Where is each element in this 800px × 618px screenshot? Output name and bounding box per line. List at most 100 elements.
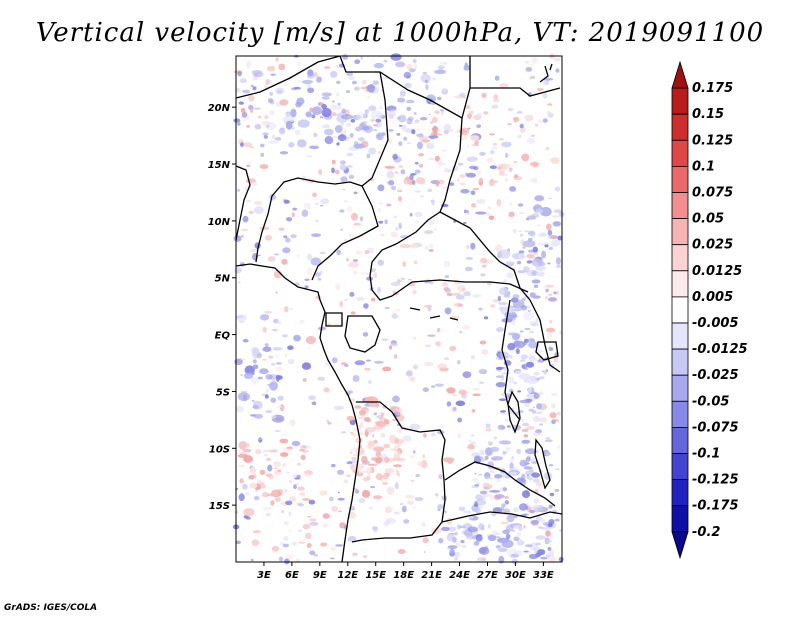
field-cell <box>383 443 390 449</box>
field-cell <box>421 460 428 469</box>
y-tick-label: 15S <box>209 501 230 512</box>
field-cell <box>317 277 322 281</box>
field-cell <box>377 286 381 294</box>
field-cell <box>239 478 244 484</box>
field-cell <box>310 257 322 266</box>
field-cell <box>245 199 251 203</box>
field-cell <box>499 138 504 141</box>
field-cell <box>518 373 531 380</box>
field-cell <box>424 361 434 367</box>
field-cell <box>519 459 528 467</box>
field-cell <box>491 456 504 461</box>
field-cell <box>464 266 473 272</box>
field-cell <box>258 437 263 443</box>
field-cell <box>463 221 467 224</box>
field-cell <box>496 544 505 551</box>
field-cell <box>481 264 487 268</box>
field-cell <box>536 271 545 277</box>
field-cell <box>399 503 404 505</box>
field-cell <box>278 128 286 136</box>
field-cell <box>493 94 499 100</box>
field-cell <box>392 153 398 160</box>
field-cell <box>416 141 423 150</box>
field-cell <box>483 111 488 115</box>
field-cell <box>326 419 330 423</box>
field-cell <box>378 220 384 224</box>
field-cell <box>282 447 291 453</box>
field-cell <box>286 217 293 222</box>
field-cell <box>520 233 524 237</box>
field-cell <box>519 123 524 129</box>
field-cell <box>511 350 515 353</box>
field-cell <box>320 198 330 205</box>
field-cell <box>521 153 530 162</box>
field-cell <box>309 145 319 150</box>
field-cell <box>443 88 448 92</box>
field-cell <box>279 438 289 444</box>
colorbar-swatch <box>671 139 689 167</box>
field-cell <box>260 152 265 157</box>
field-cell <box>443 62 448 65</box>
field-cell <box>373 527 378 533</box>
field-cell <box>235 540 241 545</box>
field-cell <box>498 301 508 306</box>
field-cell <box>524 114 534 122</box>
field-cell <box>252 530 261 534</box>
field-cell <box>543 472 553 480</box>
field-cell <box>538 376 545 380</box>
field-cell <box>394 406 403 416</box>
field-cell <box>524 230 530 233</box>
field-cell <box>330 557 335 560</box>
field-cell <box>382 77 390 80</box>
field-cell <box>370 118 376 122</box>
field-cell <box>264 114 269 120</box>
field-cell <box>389 345 393 350</box>
field-cell <box>547 262 551 265</box>
field-cell <box>471 477 479 482</box>
field-cell <box>470 355 476 359</box>
field-cell <box>270 397 277 403</box>
colorbar-swatch <box>671 218 689 246</box>
field-cell <box>501 141 512 148</box>
field-cell <box>478 473 483 476</box>
field-cell <box>283 199 290 204</box>
field-cell <box>456 541 460 547</box>
field-cell <box>372 80 379 85</box>
field-cell <box>503 294 511 298</box>
field-cell <box>441 526 450 532</box>
field-cell <box>350 119 355 123</box>
field-cell <box>277 321 281 325</box>
field-cell <box>348 264 351 268</box>
field-cell <box>411 129 416 135</box>
field-cell <box>306 74 315 79</box>
field-cell <box>424 246 429 251</box>
field-cell <box>396 133 401 136</box>
field-cell <box>500 521 509 525</box>
field-cell <box>539 391 544 395</box>
field-cell <box>538 233 547 237</box>
field-cell <box>400 169 406 175</box>
field-cell <box>384 307 390 309</box>
field-cell <box>521 490 531 498</box>
field-cell <box>301 79 314 85</box>
y-tick-label: 5S <box>216 387 230 398</box>
field-cell <box>547 235 560 240</box>
field-cell <box>344 298 349 302</box>
colorbar-swatch <box>671 531 689 560</box>
field-cell <box>472 143 476 147</box>
field-cell <box>365 444 376 450</box>
field-cell <box>271 362 276 366</box>
field-cell <box>436 327 441 333</box>
field-cell <box>505 533 511 540</box>
field-cell <box>397 196 403 202</box>
field-cell <box>297 80 301 83</box>
field-cell <box>524 328 531 330</box>
field-cell <box>302 523 311 530</box>
field-cell <box>539 518 545 524</box>
field-cell <box>523 341 528 345</box>
field-cell <box>559 529 562 532</box>
field-cell <box>263 134 268 139</box>
field-cell <box>259 484 267 489</box>
field-cell <box>471 408 476 413</box>
field-cell <box>289 496 296 502</box>
